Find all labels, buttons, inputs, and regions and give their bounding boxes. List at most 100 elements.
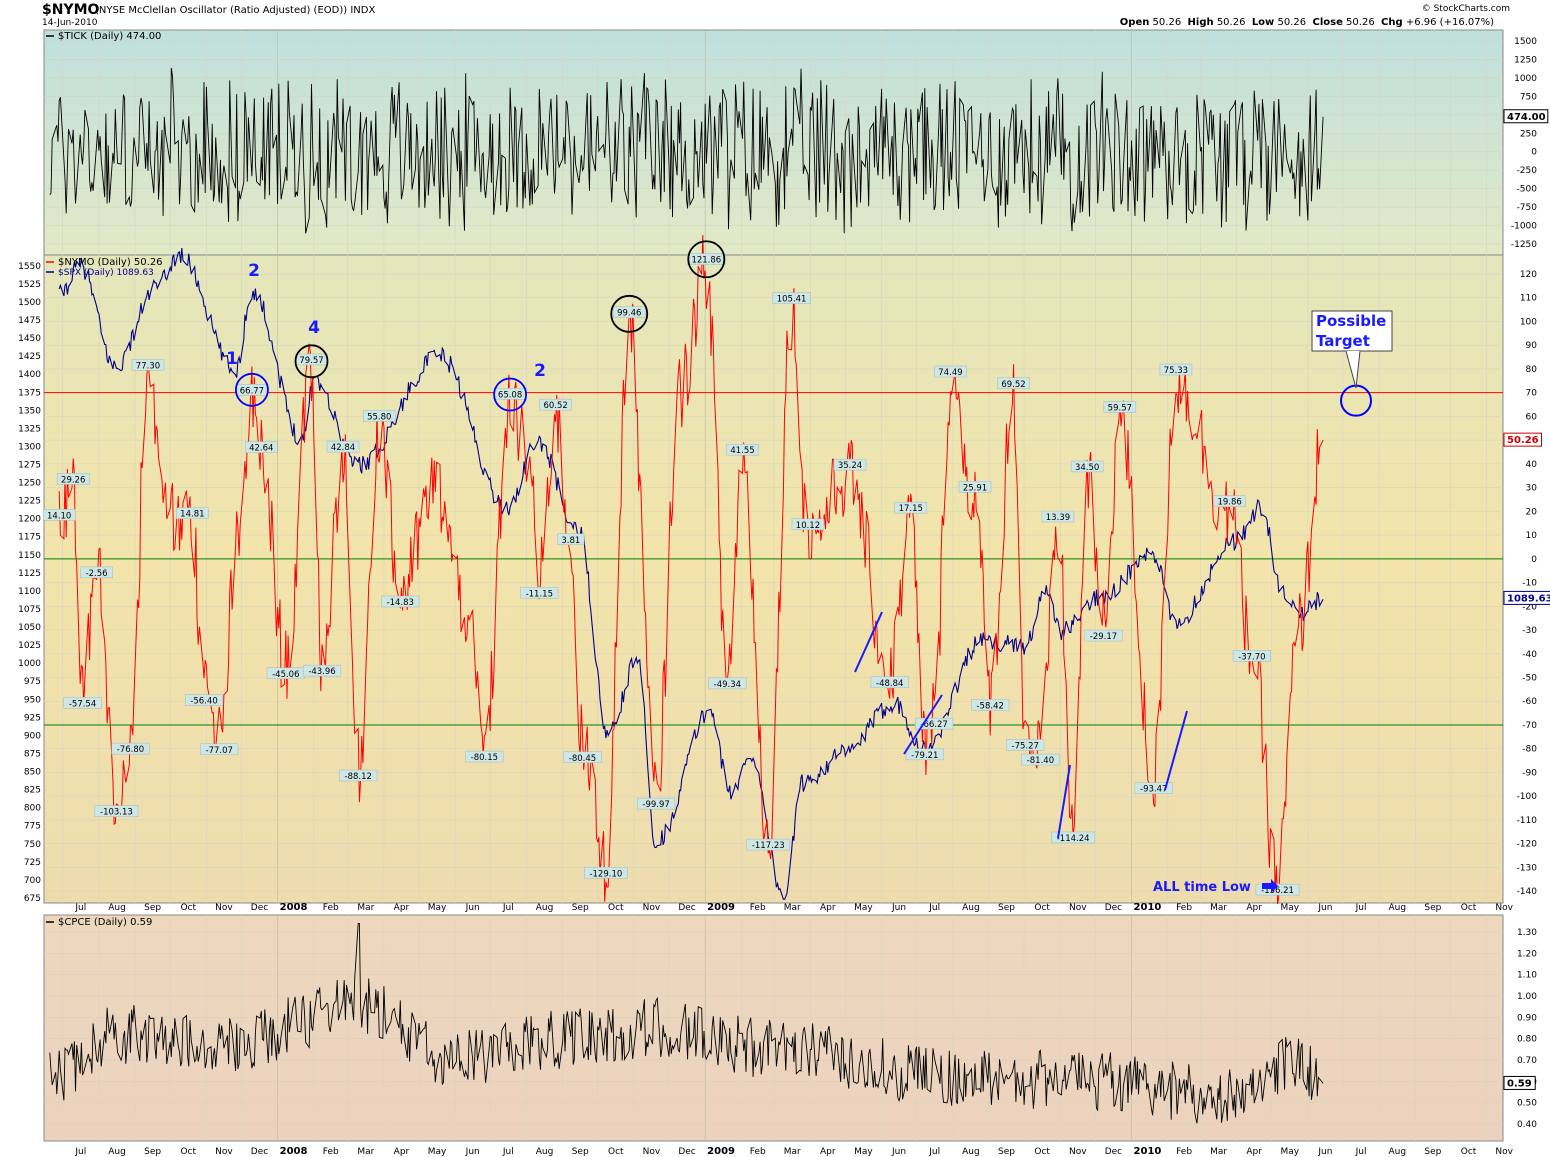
tick-axis-tick-label: 1000 [1514,74,1537,84]
low-value: 50.26 [1277,17,1307,28]
month-tick-label: Aug [962,1147,980,1157]
month-tick-label: Apr [820,1147,836,1157]
chg-value: +6.96 (+16.07%) [1405,17,1494,28]
nymo-value-label: 42.84 [331,443,355,453]
spx-axis-tick-label: 675 [24,894,41,904]
nymo-axis-tick-label: 20 [1526,507,1538,517]
chart-header: $NYMO (NYSE McClellan Oscillator (Ratio … [0,0,1550,30]
nymo-value-label-box [363,410,396,422]
month-tick-label: Sep [572,903,589,913]
nymo-value-label-box [637,797,676,810]
nymo-axis-tick-label: 80 [1526,365,1538,375]
nymo-value-label-box [200,743,239,756]
tick-axis-tick-label: -250 [1517,166,1538,176]
month-tick-label: Oct [1461,1147,1477,1157]
nymo-value-label-box [971,699,1010,711]
nymo-value-label: 121.86 [691,256,721,266]
nymo-value-label: -129.10 [589,869,622,879]
divergence-trendline [1057,764,1071,839]
month-tick-label: Oct [608,1147,624,1157]
tick-axis-tick-label: 750 [1520,92,1537,102]
nymo-legend: $NYMO (Daily) 50.26 [58,257,163,268]
nymo-value-label: 25.91 [963,483,987,493]
cpce-series-line [49,923,1324,1124]
nymo-value-label-box [520,587,559,599]
month-tick-label: May [854,1147,873,1157]
nymo-value-label-box [63,697,102,709]
month-tick-label: Jul [502,1147,514,1157]
spx-axis-tick-label: 1350 [18,406,41,416]
nymo-value-label: -75.27 [1012,741,1039,751]
chart-date: 14-Jun-2010 [42,18,98,28]
month-tick-label: Aug [536,903,554,913]
month-tick-label: May [428,1147,447,1157]
nymo-value-label: 34.50 [1075,463,1099,473]
nymo-value-label-box [584,867,628,879]
month-tick-label: Jul [502,903,514,913]
spx-axis-tick-label: 1200 [18,515,41,525]
month-tick-label: Aug [1388,903,1406,913]
nymo-value-label: 10.12 [796,521,820,531]
spx-axis-tick-label: 1550 [18,262,41,272]
nymo-value-label-box [1213,495,1246,507]
nymo-axis-tick-label: -120 [1517,840,1538,850]
month-tick-label: Mar [784,903,801,913]
cpce-last-value-box [1503,1075,1536,1090]
wave-label: 2 [534,361,546,381]
spx-axis-tick-label: 825 [24,786,41,796]
month-tick-label: Apr [394,903,410,913]
nymo-value-label: -93.47 [1140,785,1167,795]
spx-axis-tick-label: 1250 [18,479,41,489]
tick-axis-tick-label: 1500 [1514,37,1537,47]
nymo-axis-tick-label: -80 [1522,745,1537,755]
target-callout-box [1311,310,1393,352]
month-tick-label: 2008 [280,1146,308,1157]
divergence-trendline [903,694,943,755]
nymo-value-label: -114.24 [1057,834,1090,844]
month-tick-label: Sep [1424,903,1441,913]
month-tick-label: Jun [465,903,480,913]
tick-axis-tick-label: 0 [1531,148,1537,158]
spx-axis-tick-label: 1425 [18,352,41,362]
month-tick-label: Feb [750,903,766,913]
nymo-value-label-box [42,509,76,521]
month-tick-label: Oct [180,1147,196,1157]
nymo-value-label-box [833,458,867,471]
nymo-axis-tick-label: 110 [1520,294,1537,304]
month-tick-label: Jul [928,903,940,913]
month-tick-label: Dec [1105,1147,1122,1157]
month-tick-label: Jun [1317,903,1332,913]
nymo-value-label: 60.52 [543,401,567,411]
spx-axis-tick-label: 1050 [18,623,41,633]
nymo-value-label-box [1070,460,1104,473]
spx-axis-tick-label: 1075 [18,605,41,615]
month-tick-label: Sep [144,1147,161,1157]
spx-axis-tick-label: 1450 [18,334,41,344]
spx-axis-tick-label: 1100 [18,587,41,597]
spx-axis-tick-label: 725 [24,858,41,868]
high-value: 50.26 [1216,17,1246,28]
wave-label: 2 [248,261,260,281]
nymo-value-label-box [934,365,967,378]
month-tick-label: Mar [357,903,374,913]
spx-last-value: 1089.63 [1507,593,1550,604]
nymo-axis-tick-label: 120 [1520,270,1537,280]
nymo-axis-tick-label: 90 [1526,341,1538,351]
nymo-value-label-box [894,501,928,514]
nymo-value-label: 55.80 [367,412,391,422]
nymo-value-label: -48.84 [876,679,903,689]
cpce-axis-tick-label: 0.70 [1517,1056,1537,1066]
month-tick-label: Nov [1495,903,1513,913]
month-tick-label: Dec [1105,903,1122,913]
month-tick-label: 2009 [707,902,735,913]
month-tick-label: Nov [643,1147,661,1157]
nymo-value-label: 14.10 [47,511,71,521]
nymo-axis-tick-label: -90 [1522,768,1537,778]
month-tick-label: Mar [1210,903,1227,913]
nymo-value-label-box [111,742,150,755]
spx-axis-tick-label: 1400 [18,370,41,380]
nymo-value-label-box [94,805,139,817]
spx-axis-tick-label: 1300 [18,442,41,452]
nymo-value-label: -57.54 [69,699,96,709]
nymo-value-label-box [176,507,209,519]
